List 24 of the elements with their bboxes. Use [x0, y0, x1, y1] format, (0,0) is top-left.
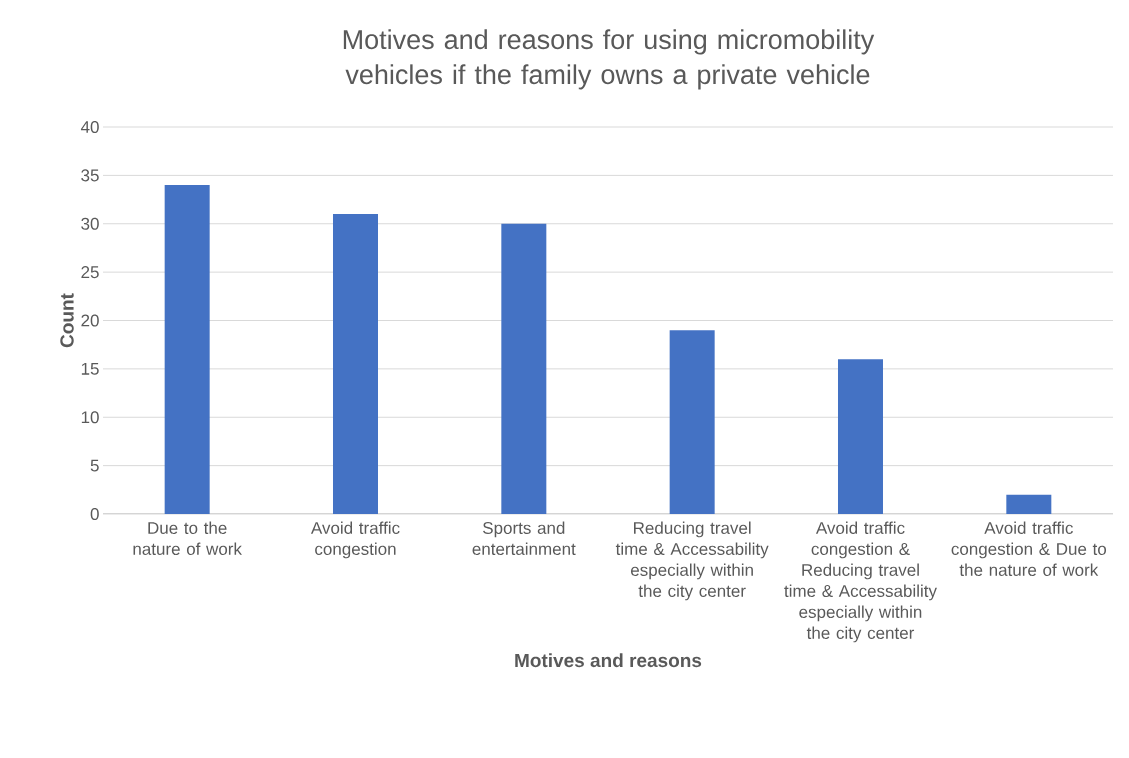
bar [333, 214, 378, 514]
bar [837, 359, 883, 514]
x-tick-label: Reducing travel time & Accessability especially within the city center [615, 521, 769, 601]
bar [164, 185, 210, 514]
y-tick-label: 25 [81, 266, 99, 279]
x-tick-label: Avoid traffic congestion & Due to the nature of work [951, 521, 1107, 577]
x-tick-label: Due to the nature of work [133, 521, 242, 556]
y-axis-title: Count [60, 293, 74, 348]
x-axis-title: Motives and reasons [515, 653, 702, 668]
y-tick-label: 20 [81, 314, 99, 327]
x-tick-label: Avoid traffic congestion & Reducing travel time & Accessability especially within the city center [784, 521, 937, 643]
y-tick-label: 40 [80, 120, 99, 134]
y-tick-label: 0 [90, 507, 99, 521]
y-tick-label: 30 [81, 217, 99, 230]
y-tick-label: 15 [81, 362, 99, 375]
bar [501, 223, 547, 514]
bar [669, 330, 715, 514]
y-tick-label: 35 [81, 169, 99, 182]
chart-title: Motives and reasons for using micromobility vehicles if the family owns a private vehicle [343, 29, 875, 90]
y-tick-label: 10 [81, 411, 99, 424]
bar [1006, 494, 1052, 514]
y-tick-label: 5 [90, 459, 99, 472]
x-tick-label: Sports and entertainment [472, 521, 576, 556]
x-tick-label: Avoid traffic congestion [310, 521, 400, 559]
